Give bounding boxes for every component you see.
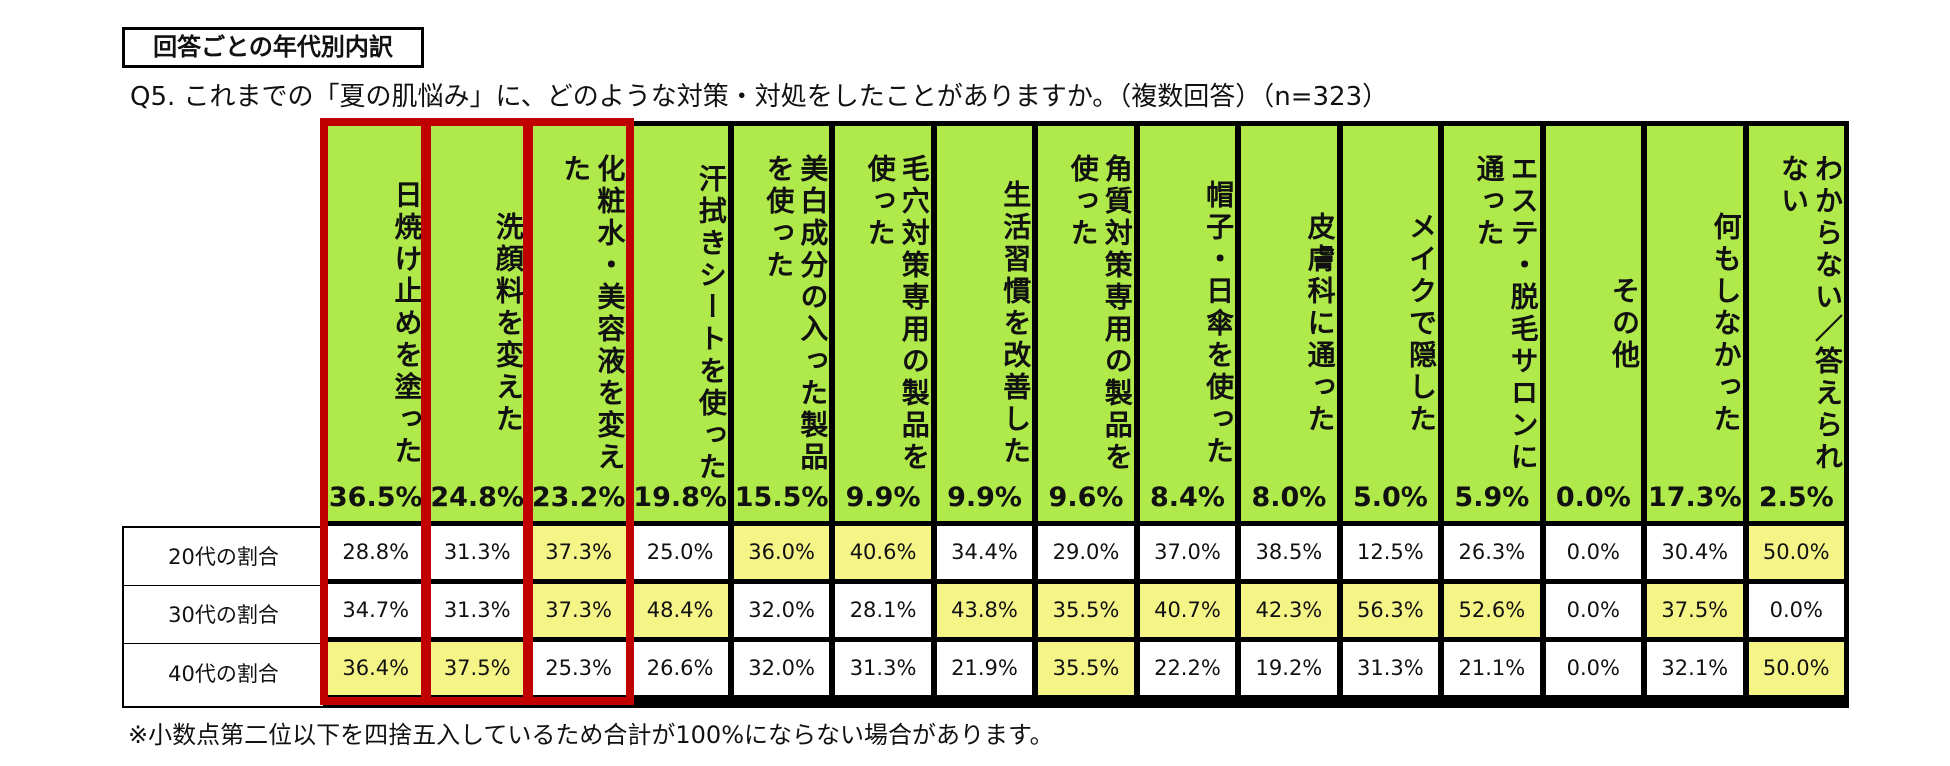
column-total: 9.9%: [947, 482, 1022, 513]
table-cell: 37.5%: [429, 642, 525, 695]
column-header: 何もしなかった 17.3%: [1647, 126, 1743, 521]
table-cell: 35.5%: [1038, 642, 1134, 695]
table-cell: 21.9%: [936, 642, 1033, 695]
column-header: 美白成分の入った製品を使った 15.5%: [733, 126, 830, 521]
table-cell: 37.3%: [530, 526, 627, 579]
row-label-20s: 20代の割合: [124, 529, 323, 586]
table-cell: 0.0%: [1545, 584, 1642, 637]
table-cell: 40.6%: [835, 526, 931, 579]
table-cell: 38.5%: [1241, 526, 1337, 579]
column-total: 0.0%: [1555, 482, 1631, 513]
column-label: 何もしなかった: [1709, 212, 1743, 436]
column-total: 8.4%: [1150, 482, 1225, 513]
table-cell: 34.7%: [328, 584, 424, 637]
column-total: 2.5%: [1758, 482, 1834, 513]
column-total: 5.0%: [1352, 482, 1428, 513]
column-header: 毛穴対策専用の製品を使った 9.9%: [835, 126, 931, 521]
table-cell: 32.1%: [1647, 642, 1743, 695]
column-header: 生活習慣を改善した 9.9%: [936, 126, 1033, 521]
row-label-30s: 30代の割合: [124, 587, 323, 644]
table-cell: 25.3%: [530, 642, 627, 695]
column-total: 36.5%: [328, 482, 423, 513]
table-cell: 50.0%: [1748, 526, 1844, 579]
column-header: メイクで隠した 5.0%: [1342, 126, 1439, 521]
table-cell: 28.1%: [835, 584, 931, 637]
column-header: 帽子・日傘を使った 8.4%: [1139, 126, 1236, 521]
table-cell: 34.4%: [936, 526, 1033, 579]
table-cell: 28.8%: [328, 526, 424, 579]
table-cell: 32.0%: [733, 584, 830, 637]
table-cell: 56.3%: [1342, 584, 1439, 637]
column-label: メイクで隠した: [1405, 212, 1439, 436]
column-total: 5.9%: [1454, 482, 1530, 513]
table-cell: 50.0%: [1748, 642, 1844, 695]
column-total: 15.5%: [734, 482, 829, 513]
table-cell: 37.5%: [1647, 584, 1743, 637]
table-cell: 19.2%: [1241, 642, 1337, 695]
table-cell: 32.0%: [733, 642, 830, 695]
table-cell: 0.0%: [1748, 584, 1844, 637]
column-total: 17.3%: [1647, 482, 1742, 513]
row-label-column: 20代の割合 30代の割合 40代の割合: [122, 526, 323, 708]
column-header: 洗顔料を変えた 24.8%: [429, 126, 525, 521]
table-cell: 31.3%: [835, 642, 931, 695]
column-label: 毛穴対策専用の製品を使った: [863, 154, 931, 474]
table-cell: 0.0%: [1545, 642, 1642, 695]
column-label: 皮膚科に通った: [1303, 212, 1337, 436]
table-cell: 37.3%: [530, 584, 627, 637]
column-total: 8.0%: [1251, 482, 1327, 513]
table-cell: 42.3%: [1241, 584, 1337, 637]
table-cell: 31.3%: [1342, 642, 1439, 695]
column-label: その他: [1608, 276, 1642, 372]
column-header: わからない／答えられない 2.5%: [1748, 126, 1844, 521]
table-cell: 52.6%: [1444, 584, 1540, 637]
table-cell: 36.4%: [328, 642, 424, 695]
column-header: 角質対策専用の製品を使った 9.6%: [1038, 126, 1134, 521]
column-total: 23.2%: [531, 482, 626, 513]
table-cell: 31.3%: [429, 526, 525, 579]
column-label: 生活習慣を改善した: [999, 180, 1033, 468]
table-cell: 40.7%: [1139, 584, 1236, 637]
column-header: その他 0.0%: [1545, 126, 1642, 521]
table-cell: 37.0%: [1139, 526, 1236, 579]
breakdown-table: 日焼け止めを塗った 36.5% 28.8% 34.7% 36.4% 洗顔料を変えた 24.8…: [320, 118, 1849, 708]
column-label: 角質対策専用の製品を使った: [1066, 154, 1134, 474]
footnote: ※小数点第二位以下を四捨五入しているため合計が100%にならない場合があります。: [128, 721, 1054, 749]
column-total: 24.8%: [430, 482, 525, 513]
column-label: 洗顔料を変えた: [491, 212, 525, 436]
column-total: 9.9%: [845, 482, 921, 513]
table-cell: 43.8%: [936, 584, 1033, 637]
table-cell: 26.6%: [632, 642, 728, 695]
column-label: 日焼け止めを塗った: [390, 180, 424, 468]
column-total: 19.8%: [633, 482, 727, 513]
section-label: 回答ごとの年代別内訳: [122, 27, 424, 68]
table-cell: 35.5%: [1038, 584, 1134, 637]
column-header: エステ・脱毛サロンに通った 5.9%: [1444, 126, 1540, 521]
question-text: Q5. これまでの「夏の肌悩み」に、どのような対策・対処をしたことがありますか。…: [130, 82, 1389, 112]
column-label: 帽子・日傘を使った: [1202, 180, 1236, 468]
row-label-40s: 40代の割合: [168, 662, 279, 686]
table-cell: 31.3%: [429, 584, 525, 637]
table-cell: 0.0%: [1545, 526, 1642, 579]
table-cell: 29.0%: [1038, 526, 1134, 579]
column-label: 美白成分の入った製品を使った: [762, 154, 830, 474]
table-cell: 36.0%: [733, 526, 830, 579]
column-header: 日焼け止めを塗った 36.5%: [328, 126, 424, 521]
column-label: エステ・脱毛サロンに通った: [1472, 154, 1540, 474]
column-label: 汗拭きシートを使った: [694, 164, 728, 484]
column-header: 汗拭きシートを使った 19.8%: [632, 126, 728, 521]
table-cell: 26.3%: [1444, 526, 1540, 579]
table-cell: 22.2%: [1139, 642, 1236, 695]
column-header: 皮膚科に通った 8.0%: [1241, 126, 1337, 521]
table-cell: 30.4%: [1647, 526, 1743, 579]
table-cell: 12.5%: [1342, 526, 1439, 579]
column-label: 化粧水・美容液を変えた: [559, 154, 627, 474]
table-cell: 21.1%: [1444, 642, 1540, 695]
table-cell: 48.4%: [632, 584, 728, 637]
column-label: わからない／答えられない: [1776, 154, 1844, 474]
column-header: 化粧水・美容液を変えた 23.2%: [530, 126, 627, 521]
column-total: 9.6%: [1048, 482, 1124, 513]
table-cell: 25.0%: [632, 526, 728, 579]
